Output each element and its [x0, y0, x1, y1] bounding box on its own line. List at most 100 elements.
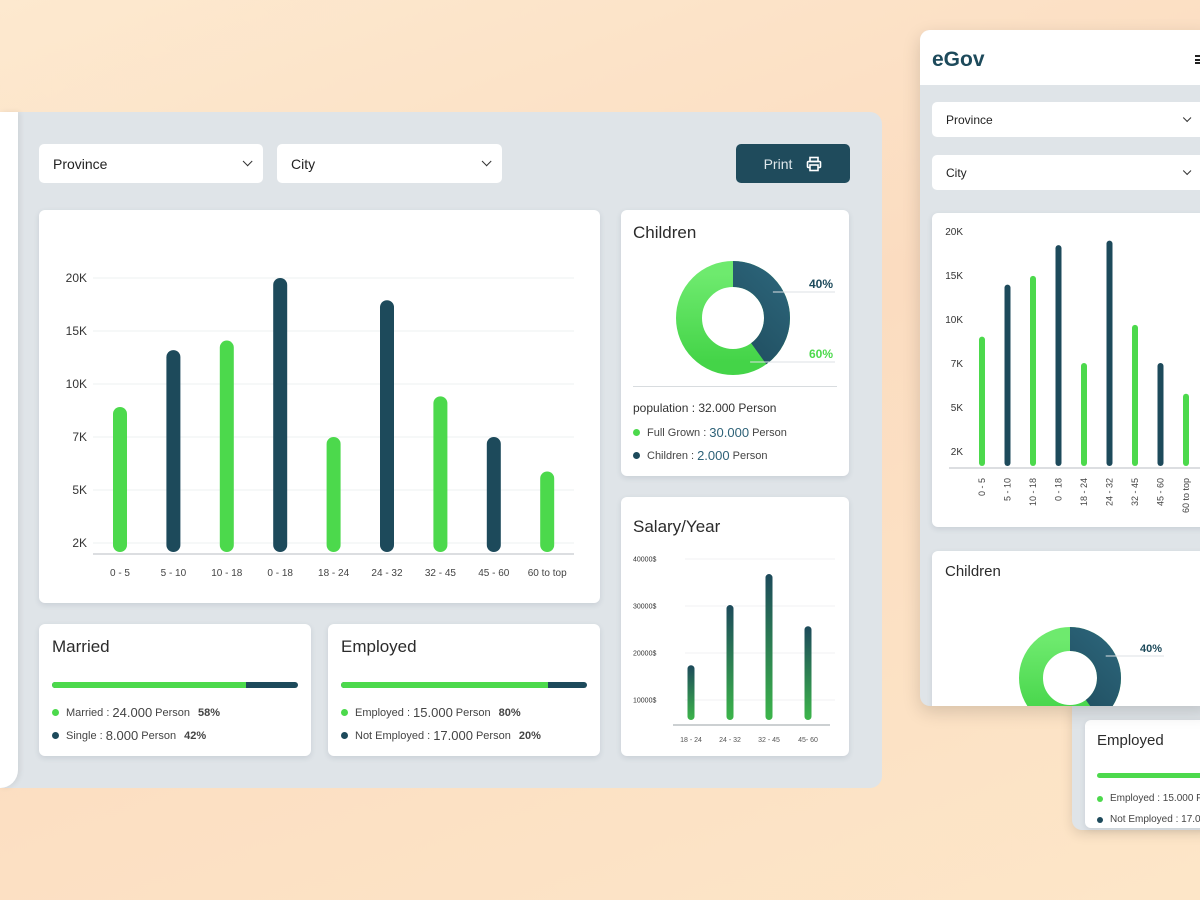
legend-full-grown: Full Grown :30.000 Person: [633, 425, 787, 440]
mobile-children-donut-chart: 40%60%: [1019, 627, 1164, 706]
salary-title: Salary/Year: [633, 517, 721, 536]
legend-dot: [52, 732, 59, 739]
mobile-employed-progress-bar: [1097, 773, 1200, 778]
chevron-down-icon: [242, 156, 253, 167]
mobile-age-bar-chart: 2K 5K 7K 10K 15K 20K 0 - 5 5 - 10 10 - 18 0 - 18 1…: [945, 227, 1200, 513]
city-dropdown[interactable]: City: [277, 144, 502, 183]
legend-label: Full Grown :: [647, 426, 707, 439]
children-card: Children 40% 60% population : 32.000 Pers…: [621, 210, 849, 476]
y-tick-label: 20K: [66, 271, 87, 285]
legend-value: 8.000: [105, 728, 139, 743]
province-dropdown[interactable]: Province: [39, 144, 263, 183]
employed-title: Employed: [341, 637, 417, 656]
x-tick-label: 0 - 5: [977, 478, 987, 496]
x-tick-label: 60 to top: [1181, 478, 1191, 513]
legend-label: Children :: [647, 449, 695, 462]
legend-label: Married :: [66, 706, 110, 719]
x-tick-label: 5 - 10: [1003, 478, 1013, 501]
mobile-province-dropdown[interactable]: Province: [932, 102, 1200, 137]
bar-45-60: [804, 626, 812, 720]
legend-percent: 20%: [518, 729, 541, 742]
x-tick-label: 0 - 18: [267, 568, 293, 579]
x-tick-label: 24 - 32: [1105, 478, 1115, 506]
slice-label-40: 40%: [809, 277, 833, 291]
children-donut-chart: 40% 60%: [676, 261, 835, 375]
legend-unit: Person: [475, 729, 511, 742]
mobile-header: eGov: [920, 30, 1200, 85]
bar-10-18: [1030, 275, 1036, 466]
y-tick-label: 20K: [945, 227, 963, 238]
y-tick-label: 30000$: [633, 604, 656, 611]
legend-value: 30.000: [709, 425, 750, 440]
y-tick-label: 10000$: [633, 698, 656, 705]
age-chart-card: 2K 5K 7K 10K 15K 20K 0 - 5 5 - 10 10 - 18 0 - 18 1…: [39, 210, 600, 603]
legend-dot: [633, 429, 640, 436]
bar-5-10: [1004, 284, 1011, 466]
mobile-age-chart-card: 2K 5K 7K 10K 15K 20K 0 - 5 5 - 10 10 - 18 0 - 18 1…: [932, 213, 1200, 527]
egov-logo: eGov: [932, 48, 985, 71]
x-tick-label: 45 - 60: [478, 568, 510, 579]
province-label: Province: [53, 155, 108, 172]
legend-label: Not Employed :: [355, 729, 431, 742]
hamburger-icon[interactable]: [1195, 55, 1200, 64]
y-tick-label: 2K: [951, 447, 964, 458]
city-label: City: [946, 165, 967, 180]
mobile-employed-card: Employed Employed : 15.000 Pe Not Employ…: [1085, 720, 1200, 828]
bar-60totop: [1183, 393, 1189, 466]
sidebar: [0, 112, 18, 788]
x-tick-label: 24 - 32: [719, 737, 741, 744]
married-title: Married: [52, 637, 110, 656]
legend-single: Single :8.000 Person 42%: [52, 728, 206, 743]
city-label: City: [291, 155, 316, 172]
y-tick-label: 15K: [66, 324, 87, 338]
bar-24-32: [380, 300, 394, 552]
mobile-legend-not-employed: Not Employed : 17.00: [1097, 814, 1200, 825]
legend-not-employed: Not Employed :17.000 Person 20%: [341, 728, 541, 743]
donut-slice-dark: [676, 261, 790, 375]
y-tick-label: 5K: [951, 403, 964, 414]
bar-32-45: [1132, 324, 1138, 466]
mobile-city-dropdown[interactable]: City: [932, 155, 1200, 190]
donut-slice-dark: [1019, 627, 1121, 706]
bar-45-60: [1157, 363, 1164, 466]
bar-18-24: [1081, 363, 1087, 466]
legend-label: Single :: [66, 729, 103, 742]
age-bar-chart: 2K 5K 7K 10K 15K 20K 0 - 5 5 - 10 10 - 18 0 - 18 1…: [66, 271, 574, 579]
legend-value: 17.000: [433, 728, 473, 743]
mobile-children-card: Children 40%60%: [932, 551, 1200, 706]
province-label: Province: [946, 112, 993, 127]
print-label: Print: [763, 155, 793, 172]
legend-dot: [341, 732, 348, 739]
legend-children: Children :2.000 Person: [633, 448, 767, 463]
bar-24-32: [726, 605, 734, 720]
population-text: population : 32.000 Person: [633, 401, 777, 415]
mobile-children-title: Children: [945, 563, 1001, 580]
bar-10-18: [219, 340, 234, 552]
bar-5-10: [166, 350, 181, 552]
x-tick-label: 32 - 45: [425, 568, 457, 579]
mobile-screen: eGov Province City 2K 5K 7K 10K 15K 20K 0 - 5 5…: [920, 30, 1200, 706]
x-tick-label: 32 - 45: [758, 737, 780, 744]
children-title: Children: [633, 223, 697, 242]
slice-label-40: 40%: [1140, 643, 1162, 655]
chevron-down-icon: [481, 156, 492, 167]
x-tick-label: 18 - 24: [680, 737, 702, 744]
married-progress-bar: [52, 682, 298, 688]
y-tick-label: 10K: [66, 377, 87, 391]
x-tick-label: 10 - 18: [211, 568, 243, 579]
slice-label-60: 60%: [809, 347, 833, 361]
x-tick-label: 5 - 10: [161, 568, 187, 579]
bar-60totop: [540, 471, 555, 552]
legend-unit: Person: [141, 729, 177, 742]
print-button[interactable]: Print: [736, 144, 850, 183]
mobile-legend-employed: Employed : 15.000 Pe: [1097, 793, 1200, 804]
married-card: Married Married :24.000 Person 58% Single …: [39, 624, 311, 756]
legend-label: Employed : 15.000 Pe: [1110, 793, 1200, 804]
x-tick-label: 0 - 18: [1054, 478, 1064, 501]
printer-icon: [807, 156, 822, 171]
bar-0-18: [273, 278, 288, 552]
legend-dot: [633, 452, 640, 459]
mobile-employed-title: Employed: [1097, 732, 1164, 749]
bar-0-18: [1055, 245, 1062, 466]
bar-0-5: [113, 406, 127, 552]
